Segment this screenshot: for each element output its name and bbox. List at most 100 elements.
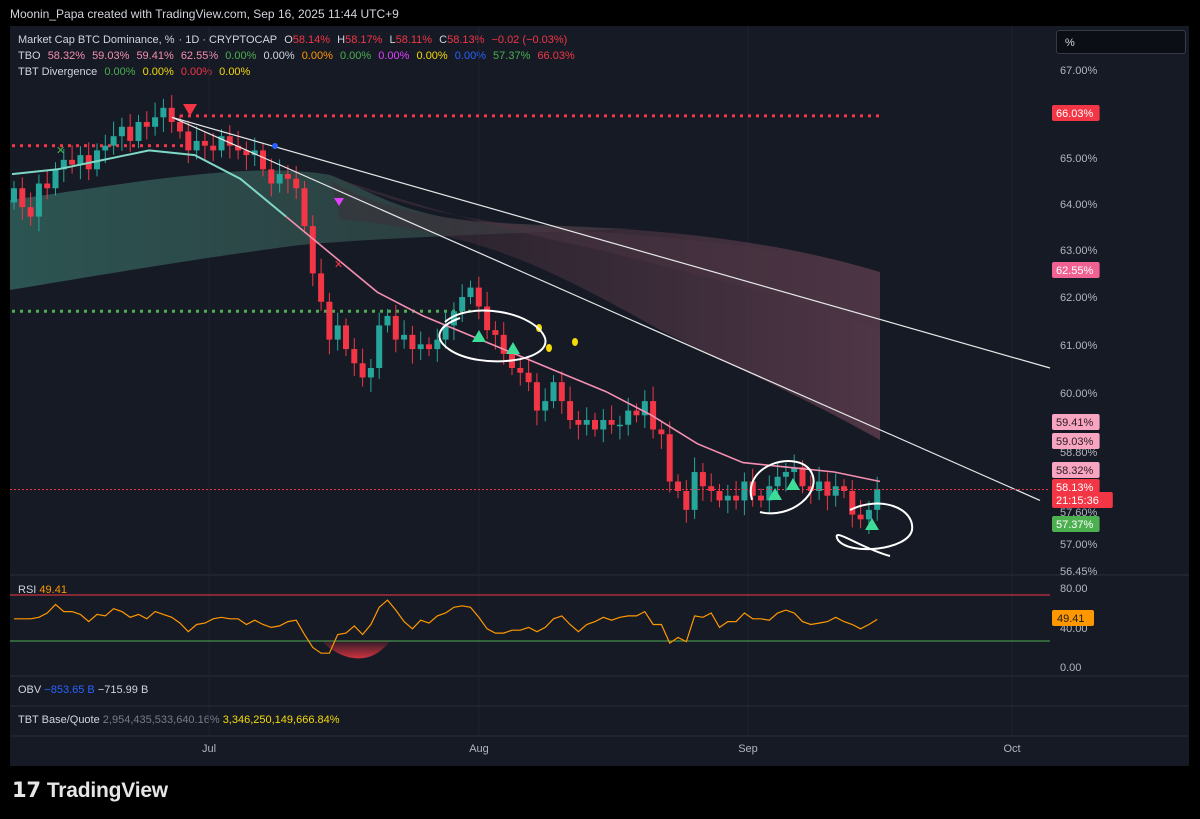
resistance-dot — [180, 114, 183, 118]
support-dot — [44, 309, 47, 313]
support-dot — [292, 309, 295, 313]
tbt-base-quote-name[interactable]: TBT Base/Quote — [18, 714, 100, 726]
candle-body — [351, 349, 358, 364]
level-dot — [132, 144, 135, 148]
overlay-lines: ✕✕ — [10, 104, 1051, 501]
change-value: −0.02 (−0.03%) — [491, 34, 568, 46]
resistance-dot — [316, 114, 319, 118]
support-dot — [28, 309, 31, 313]
resistance-dot — [868, 114, 871, 118]
symbol-title[interactable]: Market Cap BTC Dominance, % — [18, 34, 175, 46]
obv-name[interactable]: OBV — [18, 684, 42, 696]
price-badge-label: 66.03% — [1056, 108, 1094, 120]
level-dot — [20, 144, 23, 148]
support-dot — [356, 309, 359, 313]
resistance-dot — [292, 114, 295, 118]
candle-body — [376, 325, 383, 368]
candle-body — [226, 136, 233, 146]
resistance-dot — [412, 114, 415, 118]
resistance-dot — [420, 114, 423, 118]
price-badge-label: 58.32% — [1056, 465, 1094, 477]
tbo-name[interactable]: TBO — [18, 50, 41, 62]
rsi-name[interactable]: RSI — [18, 584, 37, 596]
resistance-dot — [636, 114, 639, 118]
rsi-tick-label: 0.00 — [1060, 662, 1081, 674]
level-dot — [156, 144, 159, 148]
ema-line-bear — [285, 215, 881, 483]
level-dot — [28, 144, 31, 148]
candle-body — [127, 126, 134, 141]
resistance-dot — [620, 114, 623, 118]
candle-body — [367, 367, 374, 378]
price-badge — [1052, 105, 1100, 121]
rsi-oversold-fill — [322, 641, 390, 659]
resistance-dot — [660, 114, 663, 118]
candle-body — [185, 131, 192, 151]
price-tick-label: 65.00% — [1060, 153, 1098, 165]
support-dot — [12, 309, 15, 313]
candle-body — [874, 489, 881, 510]
resistance-dot — [652, 114, 655, 118]
resistance-dot — [852, 114, 855, 118]
candle-body — [741, 481, 748, 501]
price-axis[interactable]: 67.00% 65.00% 64.00% 63.00% 62.00% 61.00% 60.0… — [1060, 65, 1098, 578]
level-dot — [68, 144, 71, 148]
tradingview-logo-icon: 𝟭𝟳 — [12, 779, 41, 802]
resistance-dot — [340, 114, 343, 118]
support-dot — [68, 309, 71, 313]
support-dot — [84, 309, 87, 313]
resistance-dot — [556, 114, 559, 118]
support-dot — [164, 309, 167, 313]
tbo-value: 0.00% — [378, 50, 410, 62]
resistance-dot — [508, 114, 511, 118]
tbo-value: 0.00% — [225, 50, 257, 62]
buy-signal-icon — [506, 342, 520, 354]
candle-body — [699, 472, 706, 487]
support-dot — [196, 309, 199, 313]
candle-body — [683, 490, 690, 510]
tbt-divergence-name[interactable]: TBT Divergence — [18, 66, 98, 78]
price-badge — [1052, 492, 1113, 508]
tbt-base-quote-value-2: 3,346,250,149,666.84% — [222, 714, 340, 726]
candle-body — [143, 122, 150, 127]
candle-body — [384, 315, 391, 326]
candle-body — [44, 183, 51, 189]
resistance-dot — [236, 114, 239, 118]
candle-body — [168, 107, 175, 123]
resistance-dot — [548, 114, 551, 118]
candle-body — [484, 306, 491, 331]
resistance-dot — [188, 114, 191, 118]
support-dot — [140, 309, 143, 313]
resistance-dot — [820, 114, 823, 118]
time-axis[interactable]: Jul Aug Sep Oct — [202, 743, 1021, 755]
resistance-dot — [684, 114, 687, 118]
resistance-dot — [612, 114, 615, 118]
tbt-divergence-value: 0.00% — [219, 66, 251, 78]
candle-body — [442, 325, 449, 340]
candle-body — [11, 188, 17, 203]
support-dot — [76, 309, 79, 313]
resistance-dot — [676, 114, 679, 118]
close-label: C — [439, 34, 448, 46]
candle-body — [550, 382, 557, 402]
level-dot — [76, 144, 79, 148]
candle-body — [251, 150, 258, 156]
candle-body — [152, 117, 159, 127]
resistance-dot — [644, 114, 647, 118]
resistance-dot — [476, 114, 479, 118]
candle-body — [691, 472, 698, 510]
yellow-dot-icon — [572, 338, 578, 346]
candle-body — [625, 410, 632, 425]
price-badge — [1052, 516, 1100, 532]
support-dot — [236, 309, 239, 313]
support-dot — [220, 309, 223, 313]
support-dot — [252, 309, 255, 313]
candle-body — [575, 420, 582, 425]
price-badge — [1052, 414, 1100, 430]
resistance-dot — [468, 114, 471, 118]
candle-body — [118, 126, 125, 137]
resistance-dot — [428, 114, 431, 118]
resistance-dot — [220, 114, 223, 118]
unit-selector[interactable]: % — [1056, 30, 1186, 54]
